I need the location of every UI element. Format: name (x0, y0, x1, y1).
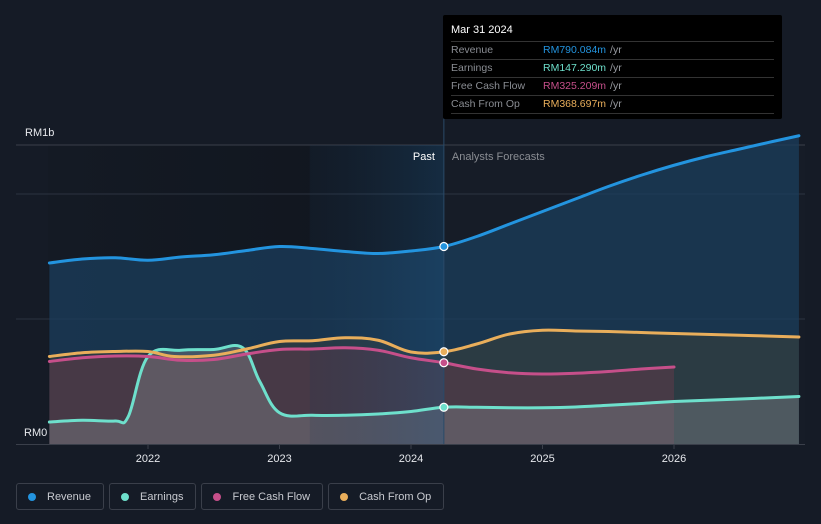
legend-label: Free Cash Flow (232, 490, 311, 503)
cash-from-op-marker[interactable] (439, 347, 449, 357)
earnings-line (47, 344, 801, 425)
cash-from-op-dot-icon (340, 492, 349, 501)
legend-item-earnings[interactable]: Earnings (109, 483, 197, 510)
y-tick-label-bottom: RM0 (24, 427, 47, 439)
data-markers (439, 241, 449, 412)
revenue-dot-icon (28, 492, 36, 501)
x-tick-label: 2022 (136, 453, 160, 465)
tooltip-row-cash-from-op: Cash From Op RM368.697m /yr (451, 96, 774, 114)
series-lines (47, 134, 801, 425)
y-tick-label-top: RM1b (25, 127, 54, 139)
x-axis: 2022 2023 2024 2025 2026 (136, 444, 686, 465)
free-cash-flow-dot-icon (213, 492, 222, 501)
past-label: Past (413, 151, 435, 163)
x-tick-label: 2024 (399, 453, 423, 465)
legend-label: Earnings (140, 490, 184, 503)
tooltip-label: Free Cash Flow (451, 80, 526, 92)
tooltip-row-earnings: Earnings RM147.290m /yr (451, 60, 774, 78)
free-cash-flow-marker[interactable] (439, 358, 449, 368)
cash-from-op-line (47, 328, 801, 359)
legend: Revenue Earnings Free Cash Flow Cash Fro… (16, 483, 445, 510)
tooltip-value: RM790.084m (543, 44, 607, 56)
tooltip-label: Cash From Op (451, 98, 520, 110)
tooltip-value: RM325.209m (543, 80, 607, 92)
free-cash-flow-line (47, 346, 676, 376)
tooltip: Mar 31 2024 Revenue RM790.084m /yr Earni… (443, 15, 782, 119)
earnings-dot-icon (121, 492, 130, 501)
x-tick-label: 2023 (267, 453, 291, 465)
earnings-marker[interactable] (439, 402, 449, 412)
tooltip-value: RM368.697m (543, 98, 607, 110)
tooltip-unit: /yr (610, 44, 622, 56)
x-tick-label: 2026 (662, 453, 686, 465)
tooltip-row-free-cash-flow: Free Cash Flow RM325.209m /yr (451, 78, 774, 96)
tooltip-unit: /yr (610, 80, 622, 92)
highlight-region (309, 145, 444, 444)
revenue-line (47, 134, 801, 265)
tooltip-value: RM147.290m (543, 62, 607, 74)
earnings-area (49, 345, 799, 444)
forecast-label: Analysts Forecasts (452, 151, 545, 163)
legend-item-cash-from-op[interactable]: Cash From Op (328, 483, 445, 510)
legend-item-free-cash-flow[interactable]: Free Cash Flow (201, 483, 324, 510)
tooltip-row-revenue: Revenue RM790.084m /yr (451, 42, 774, 60)
revenue-marker[interactable] (439, 241, 449, 252)
tooltip-unit: /yr (610, 98, 622, 110)
tooltip-label: Earnings (451, 62, 493, 74)
legend-label: Cash From Op (359, 490, 432, 503)
legend-item-revenue[interactable]: Revenue (16, 483, 105, 510)
x-tick-label: 2025 (530, 453, 554, 465)
tooltip-unit: /yr (610, 62, 622, 74)
tooltip-label: Revenue (451, 44, 494, 56)
legend-label: Revenue (47, 490, 92, 503)
tooltip-date: Mar 31 2024 (451, 23, 774, 42)
